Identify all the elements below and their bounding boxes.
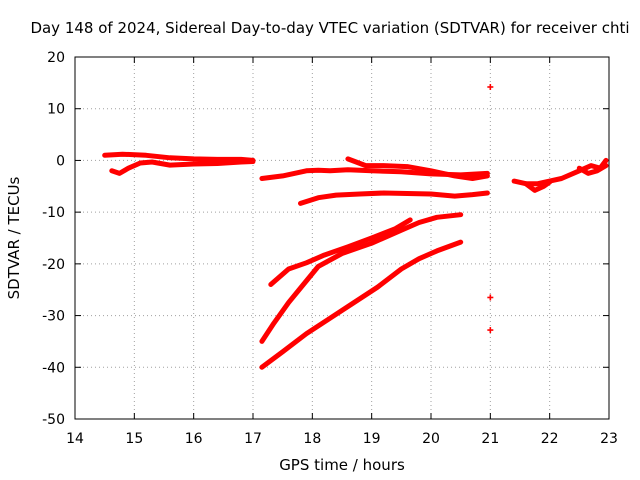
series-track-g bbox=[259, 212, 464, 344]
chart-title: Day 148 of 2024, Sidereal Day-to-day VTE… bbox=[30, 19, 629, 37]
y-tick-label: 20 bbox=[47, 50, 65, 66]
x-tick-labels: 14 15 16 17 18 19 20 21 22 23 bbox=[66, 431, 618, 447]
y-tick-labels: -50 -40 -30 -20 -10 0 10 20 bbox=[42, 50, 65, 428]
x-tick-label: 21 bbox=[481, 431, 499, 447]
y-tick-label: -50 bbox=[42, 412, 65, 428]
y-tick-label: -30 bbox=[42, 309, 65, 325]
y-tick-label: 10 bbox=[47, 102, 65, 118]
series-track-b bbox=[109, 159, 256, 176]
x-tick-label: 16 bbox=[185, 431, 203, 447]
plot-frame bbox=[74, 56, 610, 420]
y-tick-label: -40 bbox=[42, 360, 65, 376]
x-tick-label: 14 bbox=[66, 431, 84, 447]
x-tick-label: 17 bbox=[244, 431, 262, 447]
y-axis-label: SDTVAR / TECUs bbox=[5, 176, 23, 299]
y-tick-label: 0 bbox=[56, 153, 65, 169]
series-track-k bbox=[576, 163, 609, 176]
series-track-d bbox=[345, 156, 490, 181]
tick-marks bbox=[74, 56, 610, 420]
x-tick-label: 20 bbox=[422, 431, 440, 447]
series-track-j bbox=[523, 179, 553, 193]
x-tick-label: 23 bbox=[600, 431, 618, 447]
data-point bbox=[487, 327, 494, 334]
data-point bbox=[487, 294, 494, 301]
data-series bbox=[102, 151, 609, 370]
grid bbox=[75, 57, 609, 419]
series-track-h bbox=[259, 239, 464, 370]
series-track-e bbox=[298, 190, 490, 206]
series-track-f bbox=[268, 217, 413, 287]
x-tick-label: 18 bbox=[303, 431, 321, 447]
series-track-a bbox=[102, 151, 256, 163]
x-tick-label: 19 bbox=[363, 431, 381, 447]
isolated-points bbox=[487, 83, 494, 334]
data-point bbox=[487, 83, 494, 90]
y-tick-label: -20 bbox=[42, 257, 65, 273]
y-tick-label: -10 bbox=[42, 205, 65, 221]
x-tick-label: 15 bbox=[125, 431, 143, 447]
x-tick-label: 22 bbox=[541, 431, 559, 447]
x-axis-label: GPS time / hours bbox=[279, 456, 405, 474]
